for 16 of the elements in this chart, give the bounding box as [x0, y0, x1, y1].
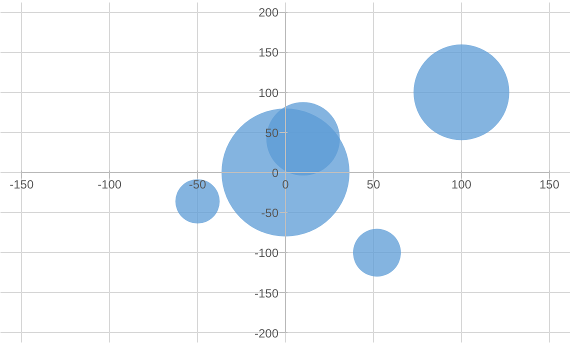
y-tick-label: 0 — [272, 166, 279, 180]
x-tick-label: 100 — [451, 178, 472, 192]
y-tick-label: 150 — [258, 46, 279, 60]
x-tick-label: -100 — [98, 178, 122, 192]
y-tick-label: 100 — [258, 86, 279, 100]
x-tick-label: 0 — [282, 178, 290, 192]
y-tick-label: -100 — [254, 246, 279, 260]
y-tick-label: -50 — [261, 206, 279, 220]
x-tick-label: -50 — [188, 178, 207, 192]
x-tick-label: 50 — [366, 178, 380, 192]
x-tick-label: -150 — [10, 178, 34, 192]
y-tick-label: 200 — [258, 6, 279, 20]
x-tick-label: 150 — [539, 178, 560, 192]
y-tick-label: -200 — [254, 326, 279, 340]
y-tick-label: 50 — [265, 126, 279, 140]
y-tick-label: -150 — [254, 286, 279, 300]
